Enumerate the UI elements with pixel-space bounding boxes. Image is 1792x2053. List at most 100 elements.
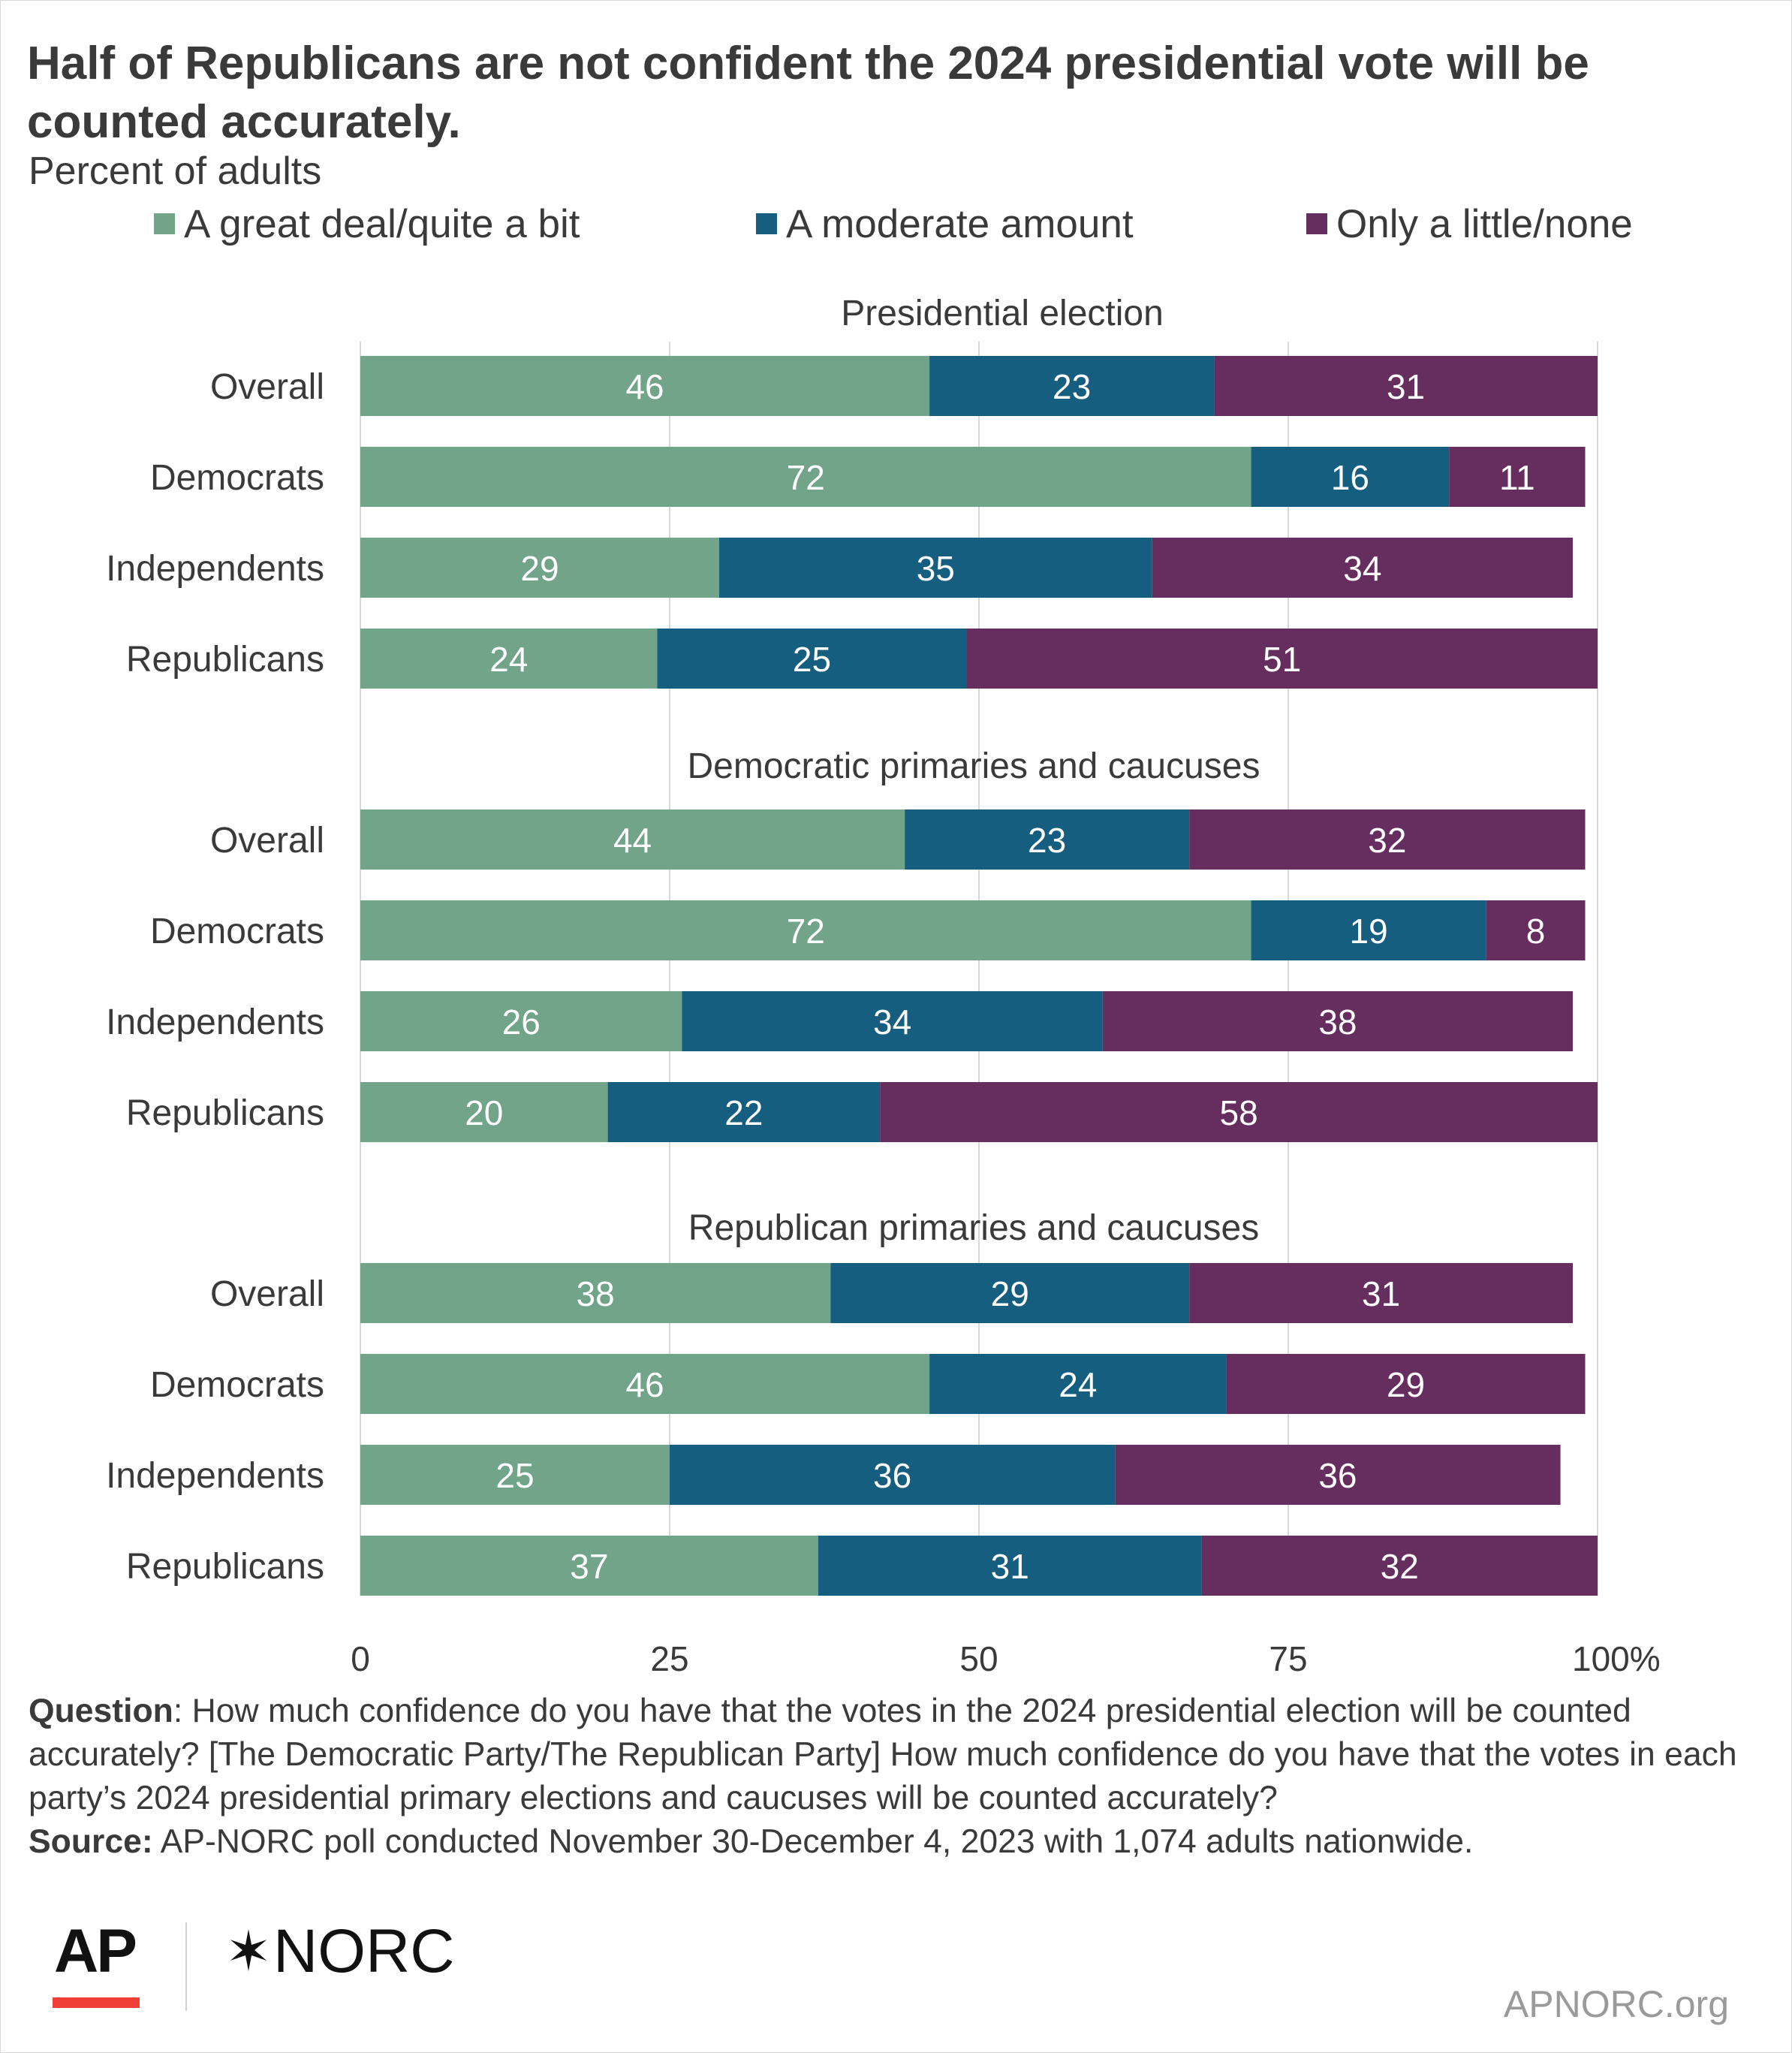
bar-segment-moderate [682, 991, 1103, 1051]
data-label-little-none: 58 [1219, 1093, 1257, 1132]
legend-item-moderate: A moderate amount [756, 200, 1134, 248]
question-label: Question [29, 1693, 173, 1729]
bar-segment-great-deal [360, 1082, 608, 1142]
row-label: Republicans [126, 1093, 324, 1133]
data-label-little-none: 32 [1368, 821, 1406, 860]
bar-segment-little-none [1226, 1354, 1586, 1414]
chart-title: Half of Republicans are not confident th… [27, 38, 1589, 148]
bar-segment-moderate [905, 809, 1190, 870]
x-tick-label: 100% [1572, 1639, 1661, 1678]
row-label: Republicans [126, 1547, 324, 1587]
row-label: Democrats [150, 912, 324, 951]
data-label-great-deal: 38 [577, 1274, 615, 1313]
bar-segment-little-none [1214, 356, 1598, 416]
bar-segment-moderate [718, 538, 1152, 598]
legend-label-great-deal: A great deal/quite a bit [184, 201, 580, 246]
row-label: Democrats [150, 1365, 324, 1405]
bar-segment-moderate [607, 1082, 881, 1142]
bar-segment-great-deal [360, 629, 658, 689]
x-tick-label: 75 [1269, 1639, 1307, 1678]
data-label-little-none: 36 [1318, 1456, 1357, 1495]
bar-segment-little-none [1102, 991, 1574, 1051]
bar-segment-little-none [1115, 1445, 1561, 1505]
bar-segment-little-none [966, 629, 1598, 689]
bar-segment-little-none [1449, 447, 1586, 507]
data-label-little-none: 31 [1362, 1274, 1400, 1313]
row-label: Independents [106, 549, 324, 589]
logo-divider [185, 1922, 187, 2011]
data-label-moderate: 16 [1331, 458, 1369, 497]
data-label-moderate: 31 [991, 1547, 1029, 1586]
row-label: Republicans [126, 640, 324, 680]
data-label-great-deal: 37 [570, 1547, 608, 1586]
bar-segment-moderate [929, 356, 1215, 416]
bar-segment-great-deal [360, 356, 930, 416]
data-label-little-none: 8 [1526, 912, 1546, 951]
data-label-little-none: 31 [1387, 367, 1425, 406]
bar-segment-moderate [818, 1536, 1202, 1596]
data-label-little-none: 29 [1387, 1365, 1425, 1404]
data-label-moderate: 22 [724, 1093, 763, 1132]
group-label: Republican primaries and caucuses [688, 1208, 1259, 1248]
legend-swatch-great-deal [154, 213, 175, 234]
ap-logo-underline [53, 1997, 140, 2008]
question-text: : How much confidence do you have that t… [29, 1693, 1737, 1816]
data-label-great-deal: 72 [787, 458, 825, 497]
bar-segment-great-deal [360, 809, 905, 870]
bar-segment-moderate [657, 629, 967, 689]
bar-segment-great-deal [360, 1354, 930, 1414]
data-label-great-deal: 26 [502, 1002, 541, 1042]
x-tick-label: 25 [650, 1639, 688, 1678]
data-label-moderate: 23 [1053, 367, 1091, 406]
bar-segment-moderate [670, 1445, 1116, 1505]
x-tick-label: 0 [351, 1639, 370, 1678]
data-label-great-deal: 29 [520, 549, 559, 588]
data-label-great-deal: 25 [495, 1456, 534, 1495]
data-label-moderate: 29 [991, 1274, 1029, 1313]
bar-segment-little-none [1189, 809, 1586, 870]
bar-segment-little-none [1152, 538, 1574, 598]
data-label-moderate: 23 [1028, 821, 1066, 860]
data-label-little-none: 51 [1263, 640, 1301, 679]
data-label-great-deal: 46 [625, 1365, 664, 1404]
bar-segment-little-none [1201, 1536, 1598, 1596]
legend-swatch-moderate [756, 213, 777, 234]
apnorc-url[interactable]: APNORC.org [1503, 1983, 1729, 2025]
norc-wordmark: NORC [273, 1917, 455, 1985]
chart-notes: Question: How much confidence do you hav… [29, 1690, 1770, 1864]
x-tick-label: 50 [959, 1639, 998, 1678]
legend-item-little-none: Only a little/none [1306, 200, 1633, 248]
legend-label-moderate: A moderate amount [786, 201, 1134, 246]
norc-logo: ✶ NORC [225, 1916, 454, 1987]
bar-segment-great-deal [360, 1445, 670, 1505]
bar-segment-great-deal [360, 900, 1251, 960]
data-label-little-none: 38 [1318, 1002, 1357, 1042]
norc-star-icon: ✶ [225, 1920, 273, 1982]
group-label: Presidential election [841, 294, 1164, 333]
data-label-moderate: 24 [1059, 1365, 1097, 1404]
source-note: Source: AP-NORC poll conducted November … [29, 1820, 1770, 1864]
bar-segment-great-deal [360, 1536, 818, 1596]
bar-segment-great-deal [360, 447, 1251, 507]
bar-segment-moderate [830, 1263, 1190, 1323]
legend-swatch-little-none [1306, 213, 1327, 234]
data-label-great-deal: 24 [489, 640, 528, 679]
data-label-great-deal: 20 [465, 1093, 503, 1132]
ap-logo: AP [54, 1917, 137, 1985]
legend-item-great-deal: A great deal/quite a bit [154, 200, 580, 248]
data-label-moderate: 36 [873, 1456, 911, 1495]
row-label: Independents [106, 1002, 324, 1042]
bar-segment-little-none [1486, 900, 1586, 960]
legend-label-little-none: Only a little/none [1336, 201, 1633, 246]
data-label-little-none: 11 [1499, 458, 1535, 497]
data-label-moderate: 35 [917, 549, 955, 588]
data-label-moderate: 25 [793, 640, 831, 679]
row-label: Independents [106, 1456, 324, 1496]
bar-segment-moderate [1251, 900, 1486, 960]
source-text: AP-NORC poll conducted November 30-Decem… [152, 1823, 1474, 1860]
row-label: Overall [210, 367, 324, 407]
data-label-great-deal: 46 [625, 367, 664, 406]
row-label: Democrats [150, 458, 324, 498]
data-label-little-none: 32 [1381, 1547, 1419, 1586]
